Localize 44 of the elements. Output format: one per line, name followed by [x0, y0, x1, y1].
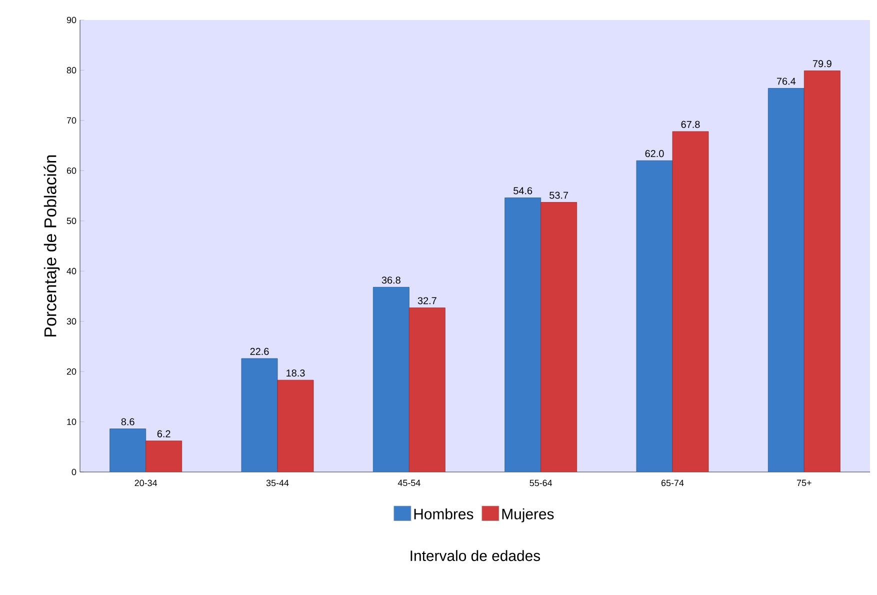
- bar: [540, 202, 578, 472]
- x-tick-label: 65-74: [661, 480, 684, 486]
- x-tick-label: 45-54: [398, 480, 420, 486]
- y-tick-label: 90: [66, 16, 76, 24]
- x-tick-label: 35-44: [266, 480, 289, 486]
- bar: [146, 440, 182, 472]
- bar: [372, 286, 410, 472]
- bar: [804, 70, 840, 472]
- data-label: 6.2: [157, 430, 170, 438]
- y-tick-label: 30: [66, 318, 76, 325]
- bar: [277, 380, 314, 472]
- data-label: 53.7: [550, 192, 568, 199]
- data-label: 36.8: [382, 276, 400, 284]
- data-label: 79.9: [812, 60, 832, 68]
- bar: [110, 428, 146, 472]
- x-axis-title: Intervalo de edades: [410, 550, 540, 562]
- x-tick-label: 75+: [797, 480, 812, 486]
- bar: [504, 198, 542, 472]
- data-label: 22.6: [250, 348, 269, 355]
- y-tick-label: 10: [67, 418, 76, 425]
- y-tick-label: 50: [66, 218, 76, 224]
- legend-label: Mujeres: [502, 508, 554, 522]
- x-tick-label: 55-64: [530, 480, 552, 486]
- data-label: 62.0: [645, 150, 664, 158]
- data-label: 54.6: [514, 187, 532, 194]
- bar: [672, 131, 709, 472]
- y-axis-title: Porcentaje de Población: [44, 155, 60, 336]
- x-tick-label: 20-34: [134, 480, 158, 486]
- y-tick-label: 40: [66, 268, 76, 274]
- data-label: 32.7: [418, 297, 436, 304]
- y-tick-label: 70: [66, 117, 76, 124]
- y-tick-label: 0: [72, 468, 76, 476]
- bar: [241, 358, 278, 472]
- data-label: 76.4: [776, 78, 796, 85]
- y-tick-label: 20: [66, 368, 76, 375]
- bar: [408, 308, 446, 472]
- data-label: 8.6: [121, 418, 134, 426]
- y-tick-label: 60: [66, 167, 76, 174]
- bar: [636, 160, 673, 472]
- data-label: 67.8: [681, 120, 700, 128]
- data-label: 18.3: [286, 370, 305, 377]
- legend-label: Hombres: [414, 508, 474, 520]
- y-tick-label: 80: [66, 67, 76, 74]
- bar: [768, 88, 804, 472]
